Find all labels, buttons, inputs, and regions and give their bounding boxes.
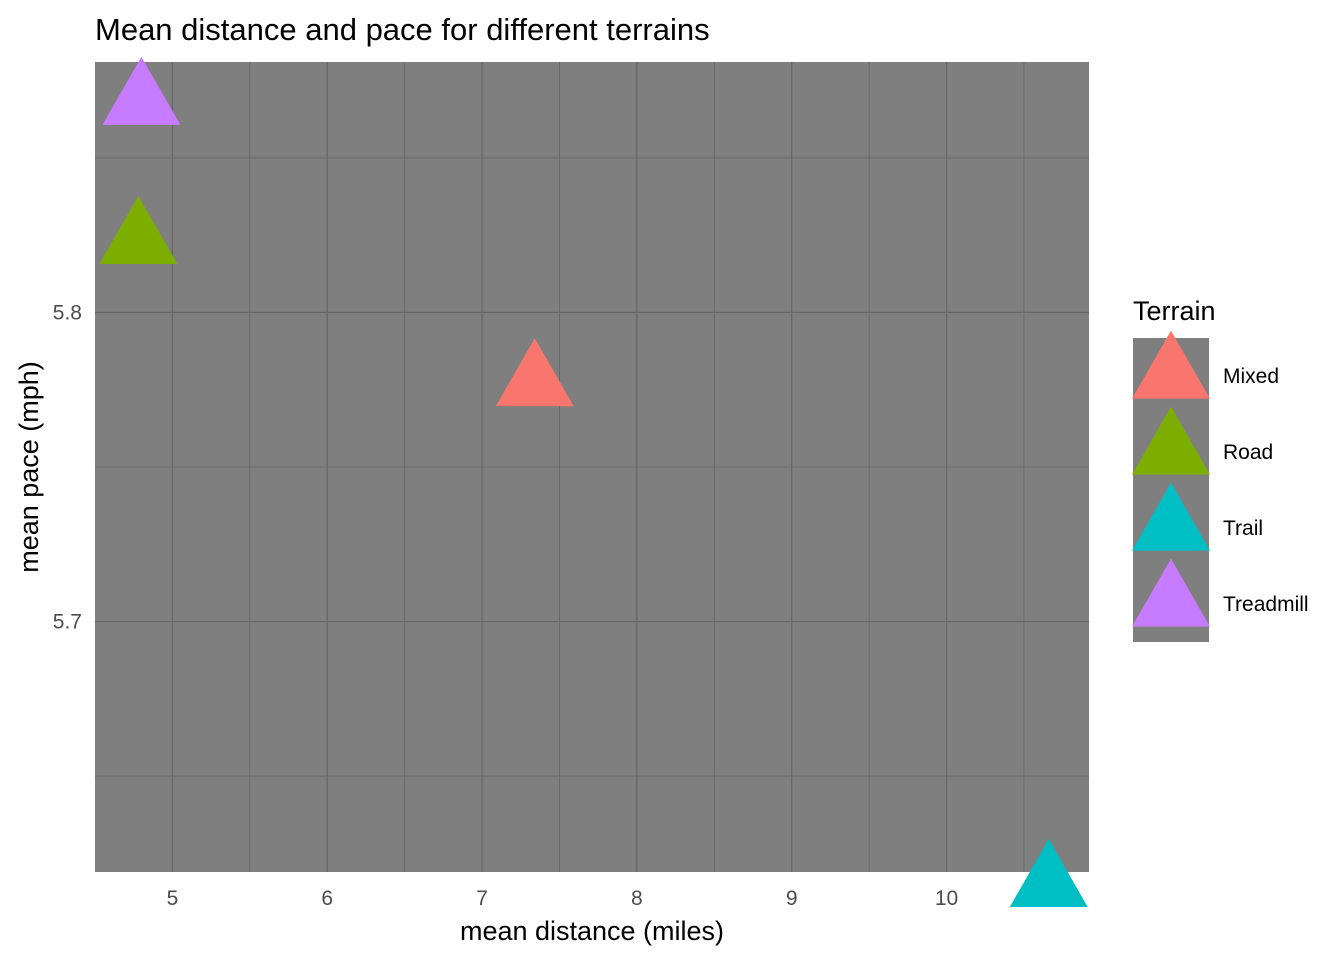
legend-key-road: [1132, 406, 1210, 475]
x-tick-label: 7: [476, 887, 488, 910]
legend-label-treadmill: Treadmill: [1223, 593, 1309, 616]
x-axis-title: mean distance (miles): [460, 916, 724, 946]
legend-label-trail: Trail: [1223, 517, 1263, 540]
y-axis-ticks: 5.7 5.8: [53, 301, 82, 633]
point-mixed: [495, 338, 574, 407]
legend: Terrain Mixed Road Trail Treadmill: [1132, 296, 1309, 642]
legend-title: Terrain: [1133, 296, 1216, 326]
y-tick-label: 5.8: [53, 301, 82, 324]
data-points: [99, 56, 1088, 908]
legend-key-mixed: [1132, 330, 1210, 399]
x-tick-label: 5: [167, 887, 179, 910]
legend-label-road: Road: [1223, 441, 1273, 464]
x-tick-label: 10: [935, 887, 958, 910]
point-road: [99, 195, 178, 264]
chart-title: Mean distance and pace for different ter…: [95, 12, 710, 47]
point-treadmill: [102, 56, 181, 125]
y-axis-title: mean pace (mph): [14, 361, 44, 573]
x-tick-label: 8: [631, 887, 643, 910]
legend-label-mixed: Mixed: [1223, 365, 1279, 388]
y-tick-label: 5.7: [53, 611, 82, 634]
legend-key-trail: [1132, 482, 1210, 551]
grid-lines: [95, 62, 1089, 872]
x-tick-label: 9: [786, 887, 798, 910]
x-axis-ticks: 5 6 7 8 9 10: [167, 887, 959, 910]
legend-key-treadmill: [1132, 558, 1210, 627]
x-tick-label: 6: [321, 887, 333, 910]
point-trail: [1009, 839, 1088, 908]
